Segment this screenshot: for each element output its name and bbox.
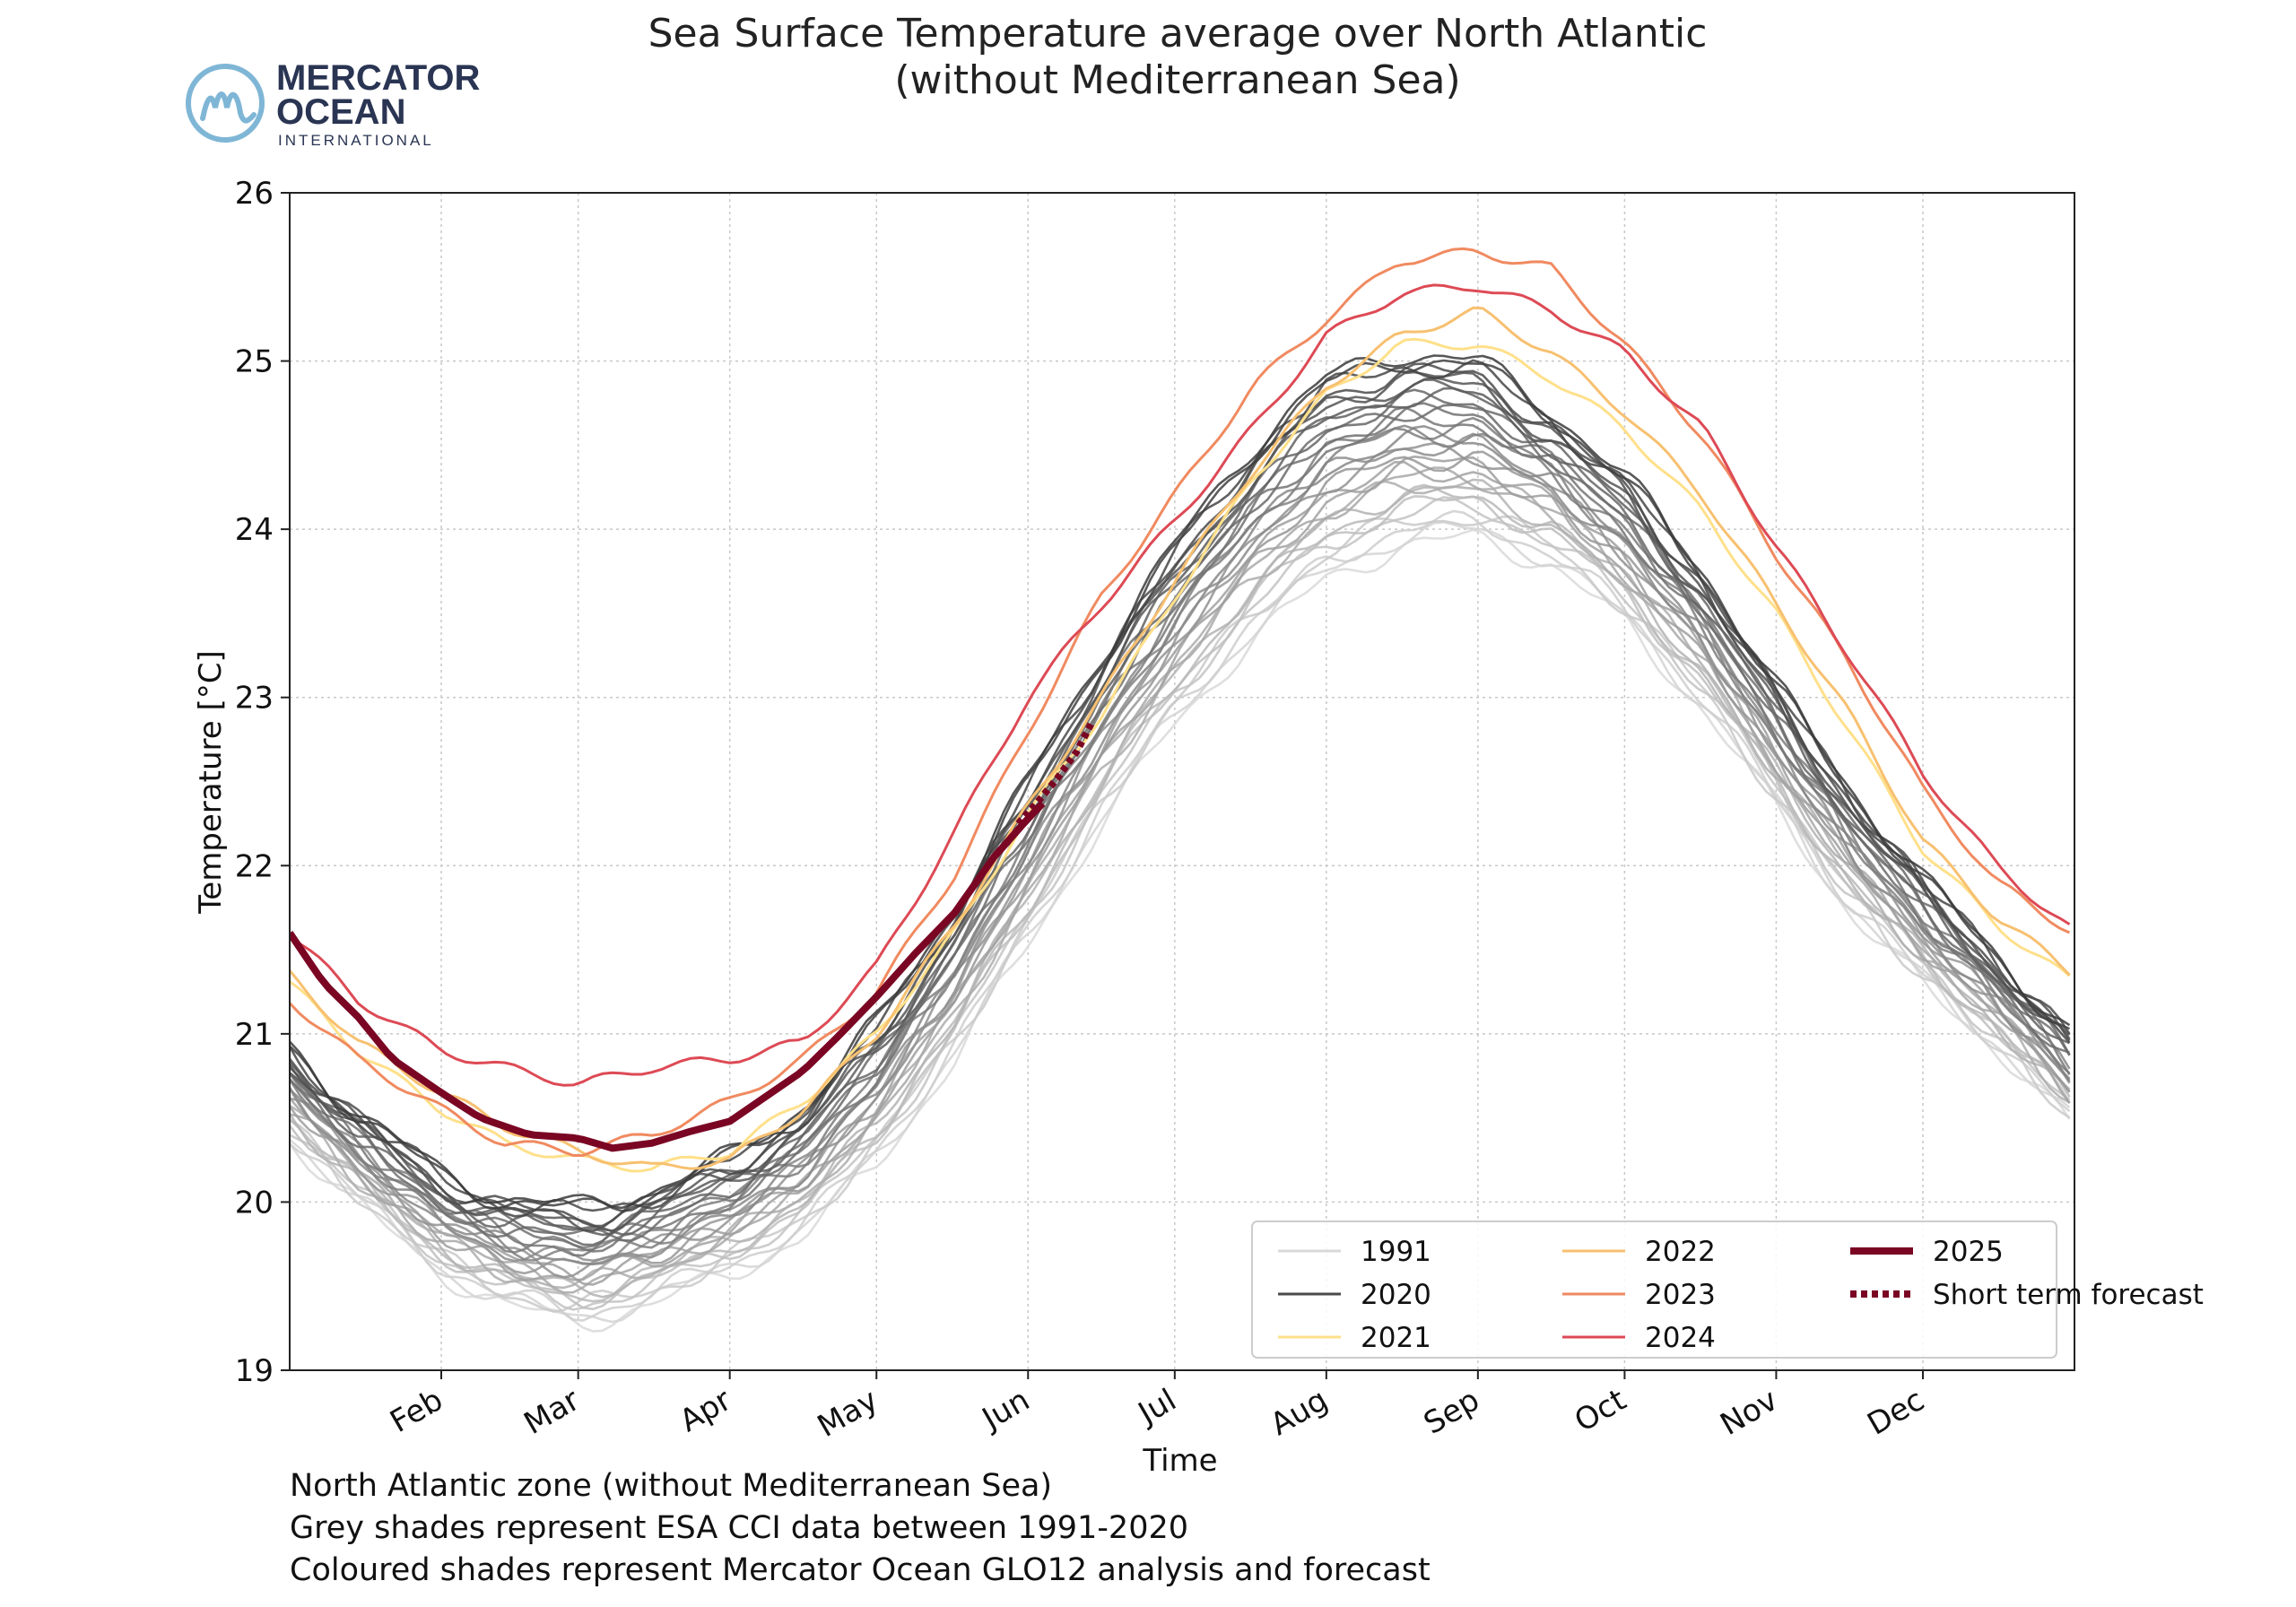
grey-year-line [290, 480, 2071, 1290]
grey-year-line [290, 496, 2071, 1311]
x-tick-label: Jun [975, 1382, 1036, 1438]
grey-year-line [290, 520, 2071, 1324]
x-tick-label: Nov [1714, 1382, 1783, 1443]
grey-year-line [290, 354, 2071, 1210]
x-tick-label: Apr [674, 1382, 737, 1439]
series-line-2023 [290, 247, 2071, 1157]
legend-label: 2024 [1645, 1322, 1716, 1354]
chart-title: Sea Surface Temperature average over Nor… [648, 11, 1708, 56]
series-line-2024 [290, 283, 2071, 1087]
x-tick-label: Sep [1418, 1382, 1486, 1442]
x-tick-label: Aug [1265, 1382, 1334, 1443]
color-series-group [290, 247, 2071, 1173]
legend-label: 2022 [1645, 1236, 1716, 1268]
x-tick-label: Oct [1569, 1382, 1632, 1439]
grey-year-line [290, 460, 2071, 1281]
x-tick-label: Dec [1862, 1382, 1931, 1443]
x-axis: Feb Mar Apr May Jun Jul Aug Sep Oct Nov Dec [384, 1370, 1930, 1445]
x-axis-label: Time [1142, 1443, 1217, 1479]
note-line-2: Grey shades represent ESA CCI data betwe… [290, 1510, 1188, 1546]
legend-label: Short term forecast [1933, 1279, 2204, 1311]
grey-year-line [290, 359, 2071, 1212]
note-line-3: Coloured shades represent Mercator Ocean… [290, 1552, 1431, 1588]
y-tick-label: 25 [235, 344, 274, 380]
y-tick-label: 20 [235, 1185, 274, 1220]
y-tick-label: 24 [235, 512, 274, 548]
logo-line-2: OCEAN [276, 92, 405, 132]
logo-line-3: INTERNATIONAL [278, 132, 434, 149]
logo-ring-icon [186, 64, 265, 143]
chart-subtitle: (without Mediterranean Sea) [894, 57, 1460, 103]
y-tick-label: 26 [235, 176, 274, 212]
y-tick-label: 22 [235, 848, 274, 884]
y-tick-label: 21 [235, 1017, 274, 1053]
legend: 1991 2020 2021 2022 2023 2024 2025 Short term f… [1251, 1220, 2204, 1359]
grey-series-group [290, 354, 2071, 1333]
y-axis-label: Temperature [°C] [193, 650, 229, 914]
logo-line-1: MERCATOR [276, 58, 481, 98]
legend-label: 2021 [1361, 1322, 1431, 1354]
x-tick-label: May [812, 1382, 884, 1445]
mercator-logo: MERCATOR OCEAN INTERNATIONAL [186, 58, 481, 149]
x-tick-label: Mar [518, 1382, 587, 1442]
grey-year-line [290, 441, 2071, 1279]
legend-label: 1991 [1361, 1236, 1431, 1268]
y-tick-label: 23 [235, 681, 274, 717]
plot-border [289, 192, 2075, 1371]
legend-label: 2025 [1933, 1236, 2004, 1268]
legend-label: 2020 [1361, 1279, 1431, 1311]
grey-year-line [290, 528, 2071, 1333]
y-tick-label: 19 [235, 1353, 274, 1389]
series-line-2025 [290, 801, 1046, 1152]
legend-label: 2023 [1645, 1279, 1716, 1311]
logo-m-icon [200, 91, 257, 124]
grey-year-line [290, 478, 2071, 1299]
note-line-1: North Atlantic zone (without Mediterrane… [290, 1468, 1052, 1504]
legend-box [1251, 1220, 2057, 1359]
grey-year-line [290, 405, 2071, 1257]
grey-year-line [290, 515, 2071, 1313]
x-tick-label: Jul [1131, 1382, 1182, 1432]
y-axis: 19 20 21 22 23 24 25 26 [235, 176, 290, 1389]
x-tick-label: Feb [384, 1382, 448, 1440]
